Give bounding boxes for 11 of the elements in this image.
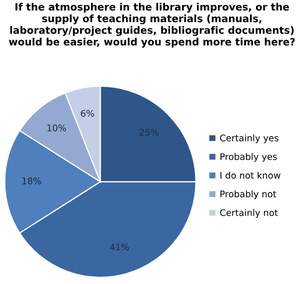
legend-label: Probably yes xyxy=(220,153,277,162)
legend-label: Probably not xyxy=(220,190,276,200)
data-label: 6% xyxy=(80,110,94,117)
data-label: 25% xyxy=(140,128,158,136)
data-label: 10% xyxy=(47,124,66,132)
data-label: 41% xyxy=(110,244,130,250)
legend-label: Certainly not xyxy=(220,209,278,218)
chart-title: If the atmosphere in the library improves, or the supply of teaching materials (manuals, laboratory/project guides, bibliografic documents) would be easier, would you spend more time here? xyxy=(8,2,295,48)
legend-label: I do not know xyxy=(220,172,280,179)
legend-label: Certainly yes xyxy=(220,134,278,144)
data-label: 18% xyxy=(22,178,42,184)
